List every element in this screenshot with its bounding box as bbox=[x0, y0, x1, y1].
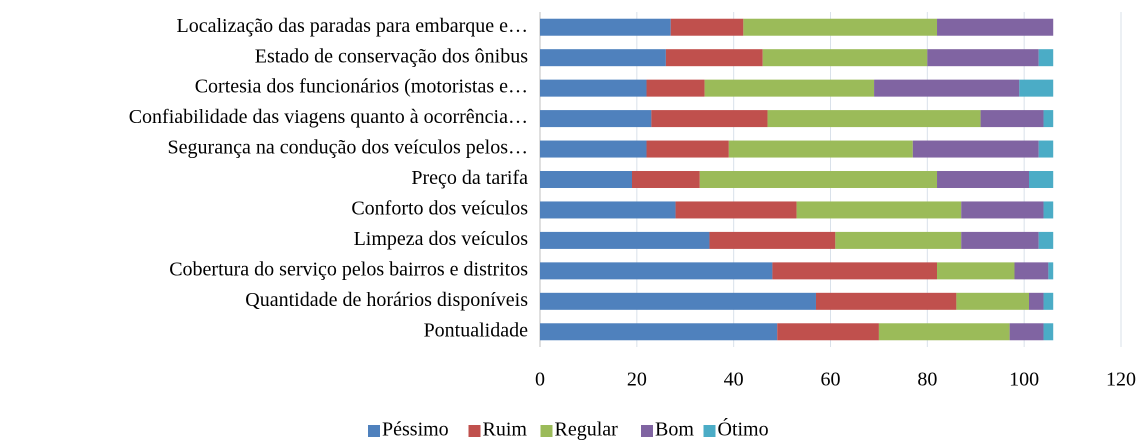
bar-segment bbox=[956, 292, 1030, 310]
bar-segment bbox=[1038, 231, 1054, 249]
bar-segment bbox=[540, 323, 778, 341]
bar-segment bbox=[878, 323, 1010, 341]
bar-segment bbox=[540, 49, 666, 67]
bar-segment bbox=[1043, 292, 1054, 310]
bar-segment bbox=[1014, 262, 1049, 280]
y-tick-label: Localização das paradas para embarque e… bbox=[177, 15, 528, 37]
legend-label: Péssimo bbox=[382, 419, 449, 441]
y-tick-label: Limpeza dos veículos bbox=[354, 228, 529, 250]
legend-label: Bom bbox=[655, 419, 694, 441]
bar-segment bbox=[937, 171, 1030, 188]
bar-segment bbox=[937, 262, 1015, 280]
y-tick-label: Preço da tarifa bbox=[411, 167, 528, 189]
bar-segment bbox=[540, 110, 652, 128]
bar-segment bbox=[937, 18, 1054, 36]
x-tick-label: 60 bbox=[821, 369, 841, 391]
bar-segment bbox=[709, 231, 836, 249]
bar-segment bbox=[540, 231, 710, 249]
bar-segment bbox=[1029, 292, 1044, 310]
bar-segment bbox=[631, 171, 700, 188]
legend-label: Ruim bbox=[483, 419, 528, 441]
bar-segment bbox=[961, 201, 1044, 219]
y-tick-label: Estado de conservação dos ônibus bbox=[255, 45, 528, 67]
bar-segment bbox=[912, 140, 1039, 158]
bar-segment bbox=[777, 323, 879, 341]
legend-swatch bbox=[703, 425, 716, 437]
x-tick-label: 80 bbox=[917, 369, 937, 391]
bar-segment bbox=[772, 262, 938, 280]
bar-segment bbox=[1009, 323, 1044, 341]
bar-segment bbox=[874, 79, 1020, 97]
bar-segment bbox=[670, 18, 744, 36]
bar-segment bbox=[646, 79, 705, 97]
bar-segment bbox=[646, 140, 729, 158]
bar-segment bbox=[675, 201, 797, 219]
bar-segment bbox=[743, 18, 938, 36]
bar-segment bbox=[980, 110, 1044, 128]
y-tick-label: Cobertura do serviço pelos bairros e dis… bbox=[169, 258, 528, 280]
legend-swatch bbox=[368, 425, 380, 437]
bar-segment bbox=[1019, 79, 1054, 97]
bar-segment bbox=[1038, 49, 1054, 67]
bar-segment bbox=[1043, 323, 1054, 341]
legend-swatch bbox=[540, 425, 553, 437]
x-tick-label: 0 bbox=[535, 369, 545, 391]
bar-segment bbox=[728, 140, 913, 158]
bar-segment bbox=[1038, 140, 1054, 158]
y-tick-label: Quantidade de horários disponíveis bbox=[245, 289, 528, 311]
x-tick-label: 20 bbox=[627, 369, 647, 391]
legend-swatch bbox=[641, 425, 653, 437]
bar-segment bbox=[651, 110, 768, 128]
bar-segment bbox=[927, 49, 1039, 67]
bar-segment bbox=[540, 140, 647, 158]
legend: Péssimo Ruim Regular Bom Ótimo bbox=[368, 417, 769, 441]
y-tick-label: Segurança na condução dos veículos pelos… bbox=[168, 137, 528, 159]
bar-segment bbox=[540, 262, 773, 280]
y-tick-label: Pontualidade bbox=[424, 319, 529, 341]
bar-segment bbox=[665, 49, 763, 67]
bar-segment bbox=[540, 292, 816, 310]
y-tick-label: Confiabilidade das viagens quanto à ocor… bbox=[129, 106, 528, 128]
legend-label: Ótimo bbox=[718, 417, 769, 441]
y-tick-label: Cortesia dos funcionários (motoristas e… bbox=[195, 76, 528, 98]
bar-segment bbox=[762, 49, 928, 67]
bar-segment bbox=[796, 201, 962, 219]
bar-segment bbox=[767, 110, 981, 128]
bar-segment bbox=[1043, 110, 1054, 128]
bar-segment bbox=[540, 79, 647, 97]
bar-segment bbox=[540, 18, 671, 36]
x-tick-label: 40 bbox=[724, 369, 744, 391]
y-tick-label: Conforto dos veículos bbox=[351, 198, 528, 220]
bar-segment bbox=[540, 201, 676, 219]
bar-segment bbox=[815, 292, 957, 310]
bar-segment bbox=[699, 171, 938, 188]
x-tick-label: 100 bbox=[1009, 369, 1039, 391]
bar-segment bbox=[704, 79, 875, 97]
legend-label: Regular bbox=[555, 419, 619, 441]
bar-segment bbox=[1048, 262, 1054, 280]
bar-segment bbox=[961, 231, 1039, 249]
bar-segment bbox=[540, 171, 632, 188]
legend-swatch bbox=[468, 425, 481, 437]
bar-segment bbox=[835, 231, 962, 249]
bar-segment bbox=[1029, 171, 1054, 188]
bar-segment bbox=[1043, 201, 1054, 219]
x-tick-label: 120 bbox=[1106, 369, 1136, 391]
